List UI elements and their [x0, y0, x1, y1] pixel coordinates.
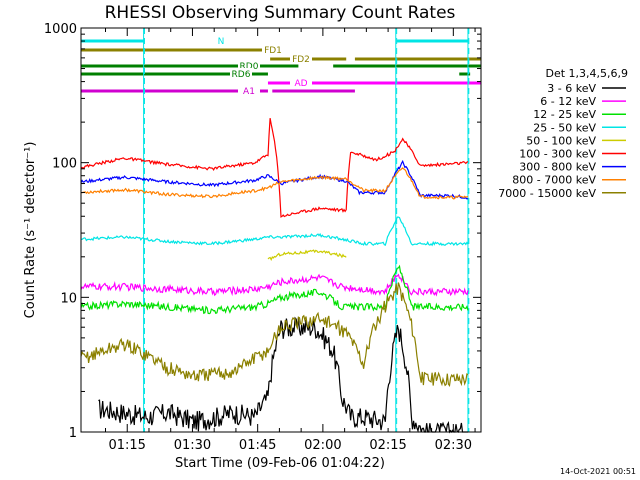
- series-lines: [80, 117, 469, 434]
- legend-label: 100 - 300 keV: [519, 148, 596, 161]
- flag-label: AD: [294, 79, 307, 89]
- legend-label: 3 - 6 keV: [547, 82, 596, 95]
- x-tick-label: 02:00: [304, 438, 341, 453]
- saa-gap-lines: [143, 28, 470, 432]
- flag-label-bg: [230, 68, 252, 78]
- series-line: [80, 273, 469, 297]
- flag-label: N: [218, 37, 225, 47]
- x-tick-label: 01:15: [108, 438, 145, 453]
- legend-label: 25 - 50 keV: [533, 121, 596, 134]
- legend-label: 50 - 100 keV: [526, 134, 596, 147]
- y-tick-label: 10: [60, 291, 77, 306]
- flag-label-bg: [290, 77, 312, 87]
- x-tick-label: 02:30: [435, 438, 472, 453]
- flag-label-bg: [210, 35, 232, 45]
- series-line: [80, 167, 469, 200]
- y-tick-label: 1000: [44, 22, 77, 37]
- legend-title: Det 1,3,4,5,6,9: [545, 67, 628, 80]
- legend-label: 300 - 800 keV: [519, 161, 596, 174]
- series-line: [80, 216, 469, 247]
- series-line: [80, 282, 469, 387]
- chart-title: RHESSI Observing Summary Count Rates: [105, 3, 456, 23]
- flag-label: RD0: [240, 62, 259, 72]
- flag-label: FD1: [264, 46, 282, 56]
- flag-label-bg: [238, 85, 260, 95]
- series-line: [80, 159, 469, 200]
- y-tick-label: 100: [52, 157, 77, 172]
- legend-label: 800 - 7000 keV: [512, 174, 596, 187]
- x-tick-label: 01:45: [239, 438, 276, 453]
- flag-label-bg: [290, 53, 312, 63]
- flag-label: A1: [243, 87, 255, 97]
- legend-label: 7000 - 15000 keV: [498, 187, 596, 200]
- series-line: [80, 117, 469, 218]
- y-axis-ticks: 1 10 100 1000: [44, 22, 481, 441]
- flag-label: RD6: [232, 70, 251, 80]
- x-tick-label: 01:30: [174, 438, 211, 453]
- y-axis-label: Count Rate (s⁻¹ detector⁻¹): [23, 142, 38, 319]
- footer-timestamp: 14-Oct-2021 00:51: [560, 467, 636, 476]
- flag-label-bg: [238, 60, 260, 70]
- series-line: [98, 316, 468, 434]
- x-axis-label: Start Time (09-Feb-06 01:04:22): [175, 456, 385, 471]
- legend-label: 12 - 25 keV: [533, 108, 596, 121]
- flag-label: FD2: [292, 55, 310, 65]
- series-line: [80, 264, 469, 315]
- x-tick-label: 02:15: [369, 438, 406, 453]
- x-axis-ticks: 01:15 01:30 01:45 02:00 02:15 02:30: [104, 28, 476, 453]
- plot-frame: [80, 27, 482, 433]
- flag-label-bg: [262, 44, 284, 54]
- y-tick-label: 1: [69, 426, 77, 441]
- legend-label: 6 - 12 keV: [540, 95, 596, 108]
- series-line: [267, 249, 347, 261]
